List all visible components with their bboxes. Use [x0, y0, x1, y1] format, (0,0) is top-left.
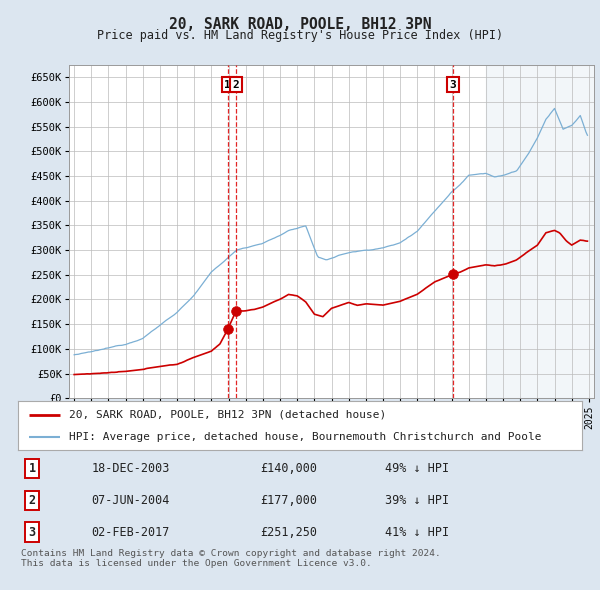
- Text: 2: 2: [233, 80, 239, 90]
- Text: 39% ↓ HPI: 39% ↓ HPI: [385, 494, 449, 507]
- Text: 1: 1: [224, 80, 231, 90]
- Text: 20, SARK ROAD, POOLE, BH12 3PN (detached house): 20, SARK ROAD, POOLE, BH12 3PN (detached…: [69, 409, 386, 419]
- Text: 41% ↓ HPI: 41% ↓ HPI: [385, 526, 449, 539]
- Text: HPI: Average price, detached house, Bournemouth Christchurch and Poole: HPI: Average price, detached house, Bour…: [69, 432, 541, 442]
- Text: £140,000: £140,000: [260, 462, 317, 475]
- Text: 2: 2: [29, 494, 35, 507]
- Text: £251,250: £251,250: [260, 526, 317, 539]
- Text: 49% ↓ HPI: 49% ↓ HPI: [385, 462, 449, 475]
- Text: Price paid vs. HM Land Registry's House Price Index (HPI): Price paid vs. HM Land Registry's House …: [97, 30, 503, 42]
- Text: £177,000: £177,000: [260, 494, 317, 507]
- Text: 1: 1: [29, 462, 35, 475]
- Text: 02-FEB-2017: 02-FEB-2017: [91, 526, 170, 539]
- Text: Contains HM Land Registry data © Crown copyright and database right 2024.: Contains HM Land Registry data © Crown c…: [21, 549, 441, 558]
- Text: 3: 3: [450, 80, 457, 90]
- Text: 07-JUN-2004: 07-JUN-2004: [91, 494, 170, 507]
- Text: 18-DEC-2003: 18-DEC-2003: [91, 462, 170, 475]
- Text: 3: 3: [29, 526, 35, 539]
- Text: 20, SARK ROAD, POOLE, BH12 3PN: 20, SARK ROAD, POOLE, BH12 3PN: [169, 17, 431, 31]
- Text: This data is licensed under the Open Government Licence v3.0.: This data is licensed under the Open Gov…: [21, 559, 372, 568]
